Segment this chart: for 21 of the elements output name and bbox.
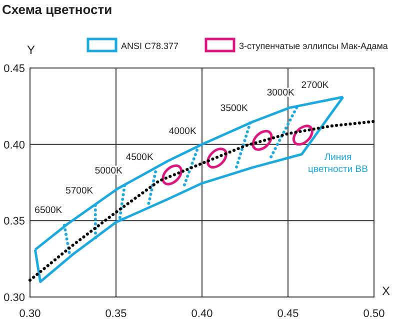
x-tick-label: 0.30 xyxy=(19,308,41,319)
annotation: 4500K xyxy=(126,152,154,163)
x-tick-label: 0.50 xyxy=(363,308,385,319)
annotation: 2700K xyxy=(301,80,330,92)
x-tick-label: 0.45 xyxy=(277,308,299,319)
y-tick-label: 0.40 xyxy=(4,139,25,152)
legend-label: ANSI C78.377 xyxy=(121,41,179,51)
annotation: 5700K xyxy=(66,185,94,196)
y-tick-label: 0.35 xyxy=(4,216,25,228)
chart-title: Схема цветности xyxy=(2,2,112,17)
y-axis-title: Y xyxy=(26,43,36,57)
x-tick-label: 0.35 xyxy=(105,308,127,319)
annotation: Линия цветности ВВ xyxy=(308,152,368,175)
annotation: 3500K xyxy=(220,102,249,114)
legend-label: 3-ступенчатые эллипсы Мак-Адама xyxy=(239,41,388,51)
annotation: 6500K xyxy=(34,205,63,216)
x-axis-title: X xyxy=(382,284,390,298)
x-tick-label: 0.40 xyxy=(191,308,213,319)
annotation: 4000K xyxy=(168,126,197,137)
y-tick-label: 0.30 xyxy=(4,292,25,304)
y-tick-label: 0.45 xyxy=(4,63,25,75)
